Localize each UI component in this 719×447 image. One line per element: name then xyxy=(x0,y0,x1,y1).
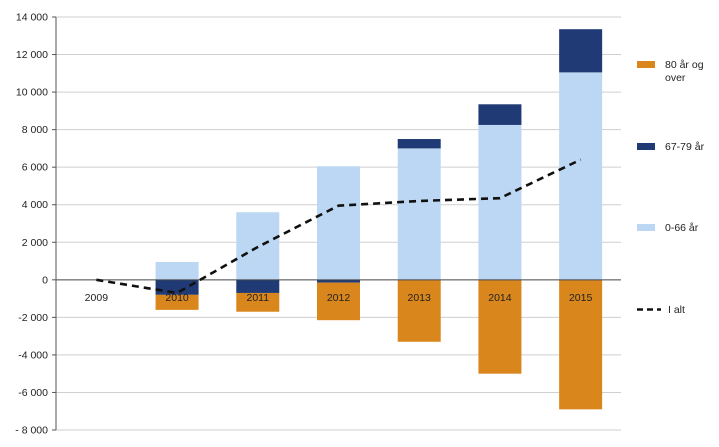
y-tick-label: 14 000 xyxy=(16,12,48,24)
bar-67-79-r-2013 xyxy=(397,139,441,149)
x-tick-label-2009: 2009 xyxy=(85,292,109,304)
legend-label-80-r-og-over: 80 år og over xyxy=(665,59,704,84)
bar-0-66-r-2014 xyxy=(478,124,522,280)
y-tick-label: 2 000 xyxy=(22,237,48,249)
bar-80-r-og-over-2010 xyxy=(155,294,199,310)
bar-80-r-og-over-2015 xyxy=(559,279,603,410)
y-tick-label: -6 000 xyxy=(18,387,48,399)
y-tick-label: -2 000 xyxy=(18,312,48,324)
y-axis: - 8 000 -6 000 -4 000 -2 000 0 2 000 4 000 6 00… xyxy=(15,12,57,437)
x-tick-label-2015: 2015 xyxy=(569,292,593,304)
bar-80-r-og-over-2012 xyxy=(317,282,360,321)
legend-swatch-80-r-og-over xyxy=(637,61,655,68)
y-tick-label: 0 xyxy=(42,274,48,286)
x-tick-label-2011: 2011 xyxy=(246,292,269,304)
legend-label-67-79-r: 67-79 år xyxy=(665,141,705,153)
bar-80-r-og-over-2014 xyxy=(478,279,522,374)
y-tick-label: 12 000 xyxy=(16,49,48,61)
bar-0-66-r-2015 xyxy=(559,72,603,280)
legend-label-0-66-r: 0-66 år xyxy=(665,222,699,234)
y-tick-label: 6 000 xyxy=(22,162,48,174)
legend-swatch-67-79-r xyxy=(637,143,655,150)
y-tick-label: 4 000 xyxy=(22,199,48,211)
x-tick-label-2012: 2012 xyxy=(327,292,351,304)
bar-0-66-r-2010 xyxy=(155,261,199,280)
bar-0-66-r-2012 xyxy=(317,166,360,280)
bar-67-79-r-2014 xyxy=(478,104,522,125)
bar-67-79-r-2015 xyxy=(559,29,603,73)
bar-67-79-r-2012 xyxy=(317,279,360,283)
bar-80-r-og-over-2011 xyxy=(236,292,280,312)
bars xyxy=(155,29,603,410)
y-tick-label: 8 000 xyxy=(22,124,48,136)
legend-label-i-alt: I alt xyxy=(668,304,685,316)
x-tick-label-2010: 2010 xyxy=(165,292,189,304)
bar-0-66-r-2013 xyxy=(397,148,441,280)
legend: 80 år og over 67-79 år 0-66 år I alt xyxy=(637,59,705,316)
x-axis-labels: 2009 2010 2011 2012 2013 2014 2015 xyxy=(85,292,593,304)
y-tick-label: - 8 000 xyxy=(15,425,48,437)
y-tick-label: -4 000 xyxy=(18,349,48,361)
bar-67-79-r-2011 xyxy=(236,279,280,293)
bar-0-66-r-2011 xyxy=(236,212,280,280)
y-tick-label: 10 000 xyxy=(16,87,48,99)
x-tick-label-2014: 2014 xyxy=(488,292,512,304)
bar-67-79-r-2010 xyxy=(155,279,199,295)
x-tick-label-2013: 2013 xyxy=(408,292,432,304)
total-line xyxy=(96,158,582,295)
bar-80-r-og-over-2013 xyxy=(397,279,441,342)
legend-swatch-0-66-r xyxy=(637,224,655,231)
